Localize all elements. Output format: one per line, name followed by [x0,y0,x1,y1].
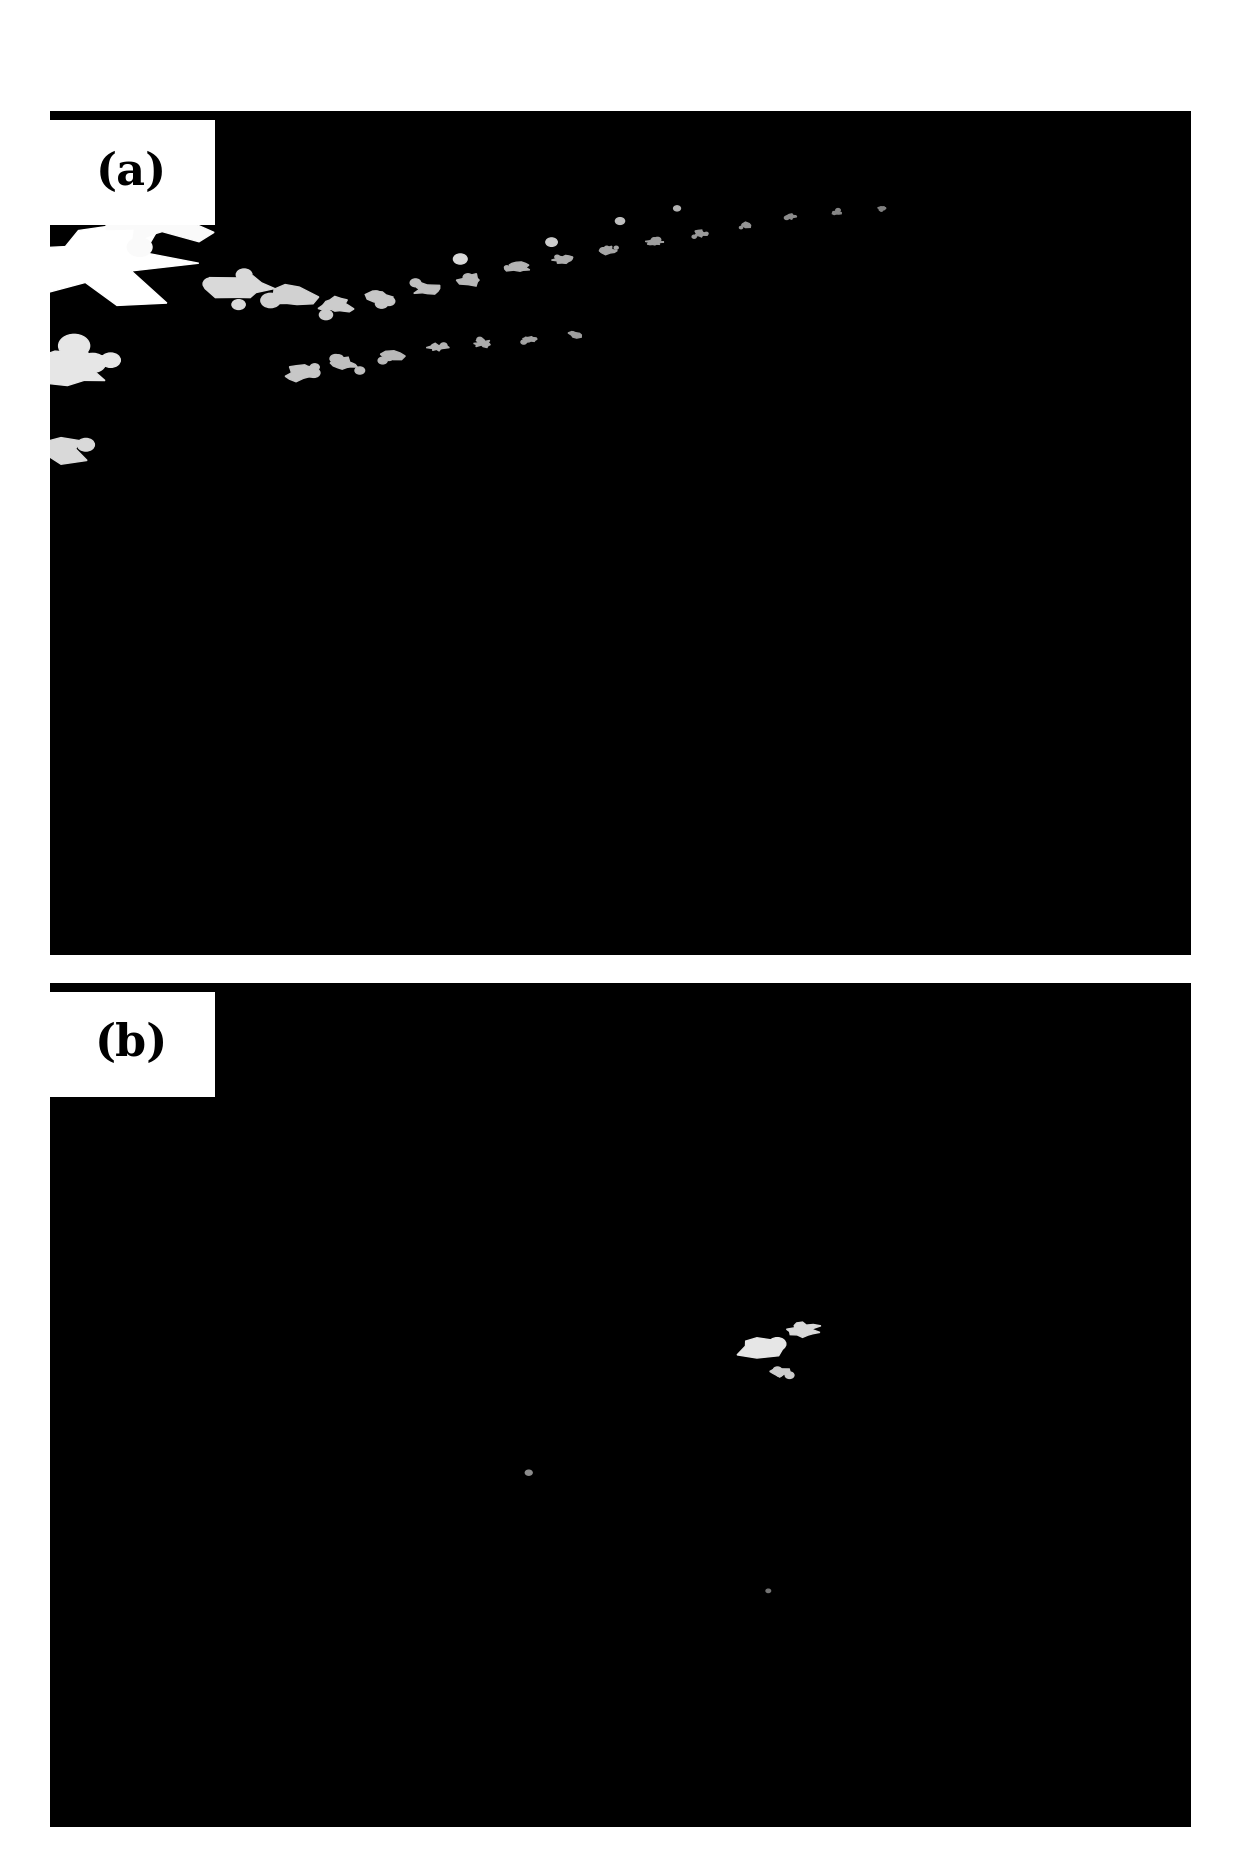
Circle shape [58,334,89,358]
Circle shape [386,354,393,360]
Circle shape [836,208,841,211]
Circle shape [785,1373,794,1378]
Circle shape [526,1471,532,1475]
Text: (b): (b) [95,1022,169,1065]
Circle shape [355,367,365,375]
Polygon shape [381,351,405,360]
Polygon shape [522,336,537,341]
Circle shape [383,297,394,306]
Circle shape [785,217,789,219]
Circle shape [410,278,420,288]
FancyBboxPatch shape [50,121,215,224]
Polygon shape [568,332,582,338]
Circle shape [605,247,609,249]
Circle shape [766,1590,770,1593]
Polygon shape [319,297,353,312]
Circle shape [505,265,510,269]
Polygon shape [45,438,87,464]
Circle shape [774,1367,781,1373]
Circle shape [274,291,281,297]
Circle shape [704,232,708,236]
Circle shape [554,256,559,258]
Polygon shape [770,1369,790,1376]
Circle shape [100,352,120,367]
Polygon shape [474,339,490,347]
Circle shape [521,339,527,343]
Polygon shape [285,365,316,382]
Polygon shape [274,284,319,304]
Polygon shape [599,247,618,254]
Text: (a): (a) [97,150,167,193]
Polygon shape [737,1337,785,1358]
Polygon shape [366,291,393,302]
Circle shape [655,237,661,243]
Polygon shape [330,358,357,369]
Circle shape [477,339,485,343]
Circle shape [769,1337,786,1350]
Polygon shape [456,275,479,286]
Polygon shape [552,256,573,263]
Circle shape [546,237,557,247]
Polygon shape [694,230,707,237]
Circle shape [79,354,105,373]
Circle shape [614,247,619,249]
Circle shape [203,278,219,289]
Polygon shape [24,347,117,386]
Circle shape [650,241,653,245]
Polygon shape [505,262,529,271]
Circle shape [692,236,696,237]
Polygon shape [786,1323,821,1337]
Circle shape [464,275,472,280]
Circle shape [698,232,703,234]
Circle shape [615,217,625,224]
Circle shape [107,198,141,224]
Polygon shape [427,343,449,351]
Circle shape [376,299,388,308]
Circle shape [801,1326,810,1334]
Circle shape [22,449,40,462]
Circle shape [764,1345,775,1352]
Circle shape [102,241,134,265]
Circle shape [260,293,280,308]
FancyBboxPatch shape [50,992,215,1096]
Circle shape [835,211,838,213]
Circle shape [880,210,883,211]
Polygon shape [26,224,198,306]
Circle shape [440,343,446,347]
Polygon shape [414,282,440,295]
Circle shape [320,310,332,319]
Polygon shape [786,213,796,219]
Circle shape [776,1371,782,1376]
Circle shape [232,301,246,310]
Polygon shape [105,202,215,241]
Circle shape [334,354,343,362]
Circle shape [330,354,341,364]
Circle shape [651,237,657,241]
Polygon shape [742,223,750,228]
Polygon shape [645,239,663,245]
Circle shape [77,438,94,451]
Circle shape [305,367,312,371]
Circle shape [454,254,467,263]
Circle shape [600,249,606,252]
Circle shape [25,449,38,458]
Circle shape [570,332,574,334]
Circle shape [739,226,743,228]
Polygon shape [832,211,841,215]
Circle shape [378,358,387,364]
Circle shape [237,269,252,280]
Polygon shape [205,276,274,297]
Circle shape [308,369,320,377]
Circle shape [128,237,153,256]
Circle shape [371,291,382,299]
Polygon shape [878,206,887,210]
Circle shape [477,338,482,341]
Circle shape [673,206,681,211]
Circle shape [310,364,319,371]
